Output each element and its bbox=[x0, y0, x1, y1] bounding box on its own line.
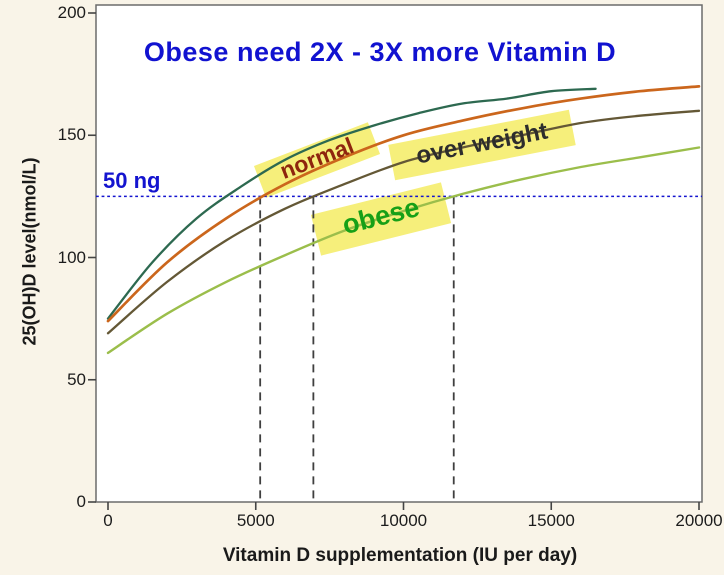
y-tick-label: 50 bbox=[67, 369, 86, 389]
curve-top-unlabeled bbox=[106, 87, 597, 320]
x-axis-title: Vitamin D supplementation (IU per day) bbox=[222, 545, 578, 566]
curve-over-weight bbox=[106, 109, 701, 335]
y-tick-label: 100 bbox=[57, 247, 86, 267]
curve-normal bbox=[106, 85, 701, 323]
y-tick-label: 200 bbox=[57, 3, 86, 22]
curve-obese bbox=[106, 146, 701, 355]
x-tick-label: 10000 bbox=[379, 511, 428, 530]
y-tick-label: 0 bbox=[76, 492, 86, 511]
plot-frame bbox=[95, 4, 703, 503]
highlight-over-weight bbox=[388, 109, 576, 181]
threshold-50ng-label: 50 ng bbox=[103, 168, 161, 193]
highlight-normal bbox=[253, 122, 381, 198]
x-tick-label: 0 bbox=[103, 511, 113, 530]
x-tick-label: 15000 bbox=[527, 511, 575, 530]
x-tick-label: 20000 bbox=[675, 511, 723, 530]
y-tick-label: 150 bbox=[57, 125, 86, 145]
chart-title: Obese need 2X - 3X more Vitamin D bbox=[143, 37, 617, 67]
x-tick-label: 5000 bbox=[236, 511, 275, 530]
